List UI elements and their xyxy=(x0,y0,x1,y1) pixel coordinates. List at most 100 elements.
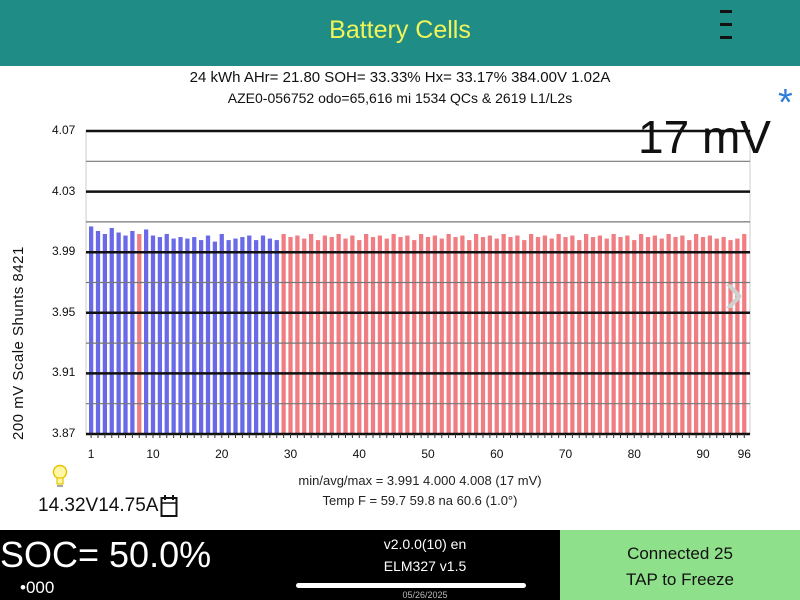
x-tick-label: 1 xyxy=(87,447,95,461)
cell-bar xyxy=(632,240,637,434)
cell-bar xyxy=(577,240,582,434)
cell-bar xyxy=(687,240,692,434)
adapter-version: ELM327 v1.5 xyxy=(383,558,467,574)
cell-bar xyxy=(549,238,554,434)
cell-bar xyxy=(315,240,321,434)
cell-bar xyxy=(735,238,740,434)
y-tick-label: 3.99 xyxy=(52,244,76,259)
cell-bar xyxy=(212,241,218,434)
cell-bar xyxy=(309,234,314,434)
cell-bar xyxy=(109,227,114,434)
cell-bar xyxy=(343,238,348,434)
cell-bar xyxy=(336,234,341,434)
cell-bar xyxy=(405,235,410,434)
cell-bar xyxy=(123,235,128,434)
aux-battery-readout: 14.32V14.75A xyxy=(38,495,159,516)
cell-bar xyxy=(364,234,369,434)
cell-bar xyxy=(240,237,245,434)
cell-bar xyxy=(295,235,300,434)
cell-bar xyxy=(274,240,279,434)
x-tick-label: 96 xyxy=(737,447,751,461)
cell-bar xyxy=(219,234,224,434)
soc-indicator: •000 xyxy=(20,578,55,597)
cell-bar xyxy=(432,235,438,434)
chevron-right-icon[interactable]: › xyxy=(724,258,744,325)
cell-bar xyxy=(439,238,444,434)
cell-bar xyxy=(597,235,603,434)
cell-bar xyxy=(467,240,472,434)
cell-bar xyxy=(425,237,431,434)
x-tick-label: 50 xyxy=(421,447,435,461)
connection-freeze-button[interactable]: Connected 25 TAP to Freeze xyxy=(560,530,800,600)
cell-bar xyxy=(164,234,169,434)
cell-bar xyxy=(673,237,678,434)
cell-bar xyxy=(639,234,644,434)
cell-bar xyxy=(370,237,376,434)
y-tick-label: 4.07 xyxy=(52,123,76,137)
cell-bar xyxy=(205,235,211,434)
cell-bar xyxy=(694,234,699,434)
cell-bar xyxy=(707,235,713,434)
cell-bar xyxy=(494,238,499,434)
cell-bar xyxy=(150,235,156,434)
cell-bar xyxy=(377,235,383,434)
x-tick-label: 40 xyxy=(352,447,366,461)
cell-bar xyxy=(666,234,671,434)
lightbulb-icon[interactable] xyxy=(52,464,68,490)
cell-bar xyxy=(542,235,548,434)
hamburger-menu-icon[interactable] xyxy=(712,8,742,42)
cell-bar xyxy=(233,238,238,434)
cell-bar xyxy=(419,234,424,434)
cell-bar xyxy=(398,237,403,434)
cell-bar xyxy=(384,238,389,434)
min-avg-max-text: min/avg/max = 3.991 4.000 4.008 (17 mV) xyxy=(298,473,542,488)
y-tick-label: 3.87 xyxy=(52,426,76,440)
battery-summary-line: 24 kWh AHr= 21.80 SOH= 33.33% Hx= 33.17%… xyxy=(189,69,611,86)
x-tick-label: 20 xyxy=(215,447,229,461)
cell-bar xyxy=(522,240,527,434)
cell-bar xyxy=(302,238,307,434)
build-date: 05/26/2025 xyxy=(402,590,448,600)
cell-bar xyxy=(267,238,273,434)
cell-bar xyxy=(659,238,664,434)
cell-bar xyxy=(157,237,163,434)
version-panel: v2.0.0(10) en ELM327 v1.5 05/26/2025 xyxy=(290,530,560,600)
cell-bar xyxy=(322,235,328,434)
cell-bar xyxy=(144,229,149,434)
cell-bar xyxy=(529,234,534,434)
asterisk-icon[interactable]: * xyxy=(778,82,793,124)
cell-bar xyxy=(460,235,465,434)
connection-status: Connected 25 xyxy=(627,544,733,563)
cell-bar xyxy=(474,234,479,434)
x-tick-label: 30 xyxy=(283,447,298,461)
calendar-icon[interactable] xyxy=(160,494,178,518)
cell-bar xyxy=(453,237,458,434)
cell-bar xyxy=(611,234,616,434)
cell-bar xyxy=(480,237,486,434)
cell-bar xyxy=(178,237,183,434)
cell-bar xyxy=(254,240,259,434)
header-bar: Battery Cells xyxy=(0,0,800,66)
cell-bar xyxy=(171,238,176,434)
cell-bar xyxy=(116,232,121,434)
cell-bar xyxy=(185,238,190,434)
y-axis-label: 200 mV Scale Shunts 8421 xyxy=(10,246,27,440)
cell-bar xyxy=(137,234,142,434)
cell-bar xyxy=(584,234,589,434)
cell-bar xyxy=(95,230,101,434)
cell-bar xyxy=(412,240,417,434)
cell-bar xyxy=(535,237,541,434)
y-tick-label: 3.95 xyxy=(52,304,76,319)
cell-bar xyxy=(700,237,706,434)
cell-bar xyxy=(652,235,658,434)
cell-bar xyxy=(391,234,396,434)
app-version: v2.0.0(10) en xyxy=(383,536,467,552)
cell-bar xyxy=(721,237,726,434)
cell-bar xyxy=(570,235,575,434)
home-indicator[interactable] xyxy=(296,583,526,588)
soc-readout: SOC= 50.0% xyxy=(0,534,212,575)
cell-bar xyxy=(247,235,252,434)
cell-bar xyxy=(281,234,286,434)
cell-bar xyxy=(508,237,513,434)
